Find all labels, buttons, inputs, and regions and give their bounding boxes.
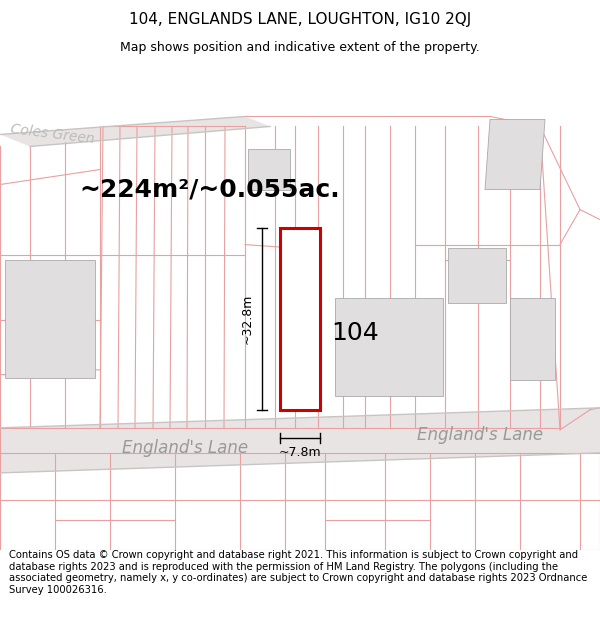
Bar <box>280 228 320 410</box>
Bar <box>510 298 555 380</box>
Text: Contains OS data © Crown copyright and database right 2021. This information is : Contains OS data © Crown copyright and d… <box>9 550 587 595</box>
Text: Coles Green: Coles Green <box>9 122 95 147</box>
Polygon shape <box>485 119 545 189</box>
Bar <box>248 149 290 189</box>
Bar <box>335 298 443 396</box>
Text: ~7.8m: ~7.8m <box>278 446 322 459</box>
Text: ~224m²/~0.055ac.: ~224m²/~0.055ac. <box>80 177 340 201</box>
Polygon shape <box>0 116 270 146</box>
Text: Map shows position and indicative extent of the property.: Map shows position and indicative extent… <box>120 41 480 54</box>
Polygon shape <box>0 408 600 473</box>
Bar <box>5 259 95 378</box>
Text: England's Lane: England's Lane <box>417 426 543 444</box>
Bar <box>448 248 506 302</box>
Text: 104, ENGLANDS LANE, LOUGHTON, IG10 2QJ: 104, ENGLANDS LANE, LOUGHTON, IG10 2QJ <box>129 11 471 26</box>
Text: England's Lane: England's Lane <box>122 439 248 457</box>
Text: ~32.8m: ~32.8m <box>241 294 254 344</box>
Text: 104: 104 <box>331 321 379 345</box>
